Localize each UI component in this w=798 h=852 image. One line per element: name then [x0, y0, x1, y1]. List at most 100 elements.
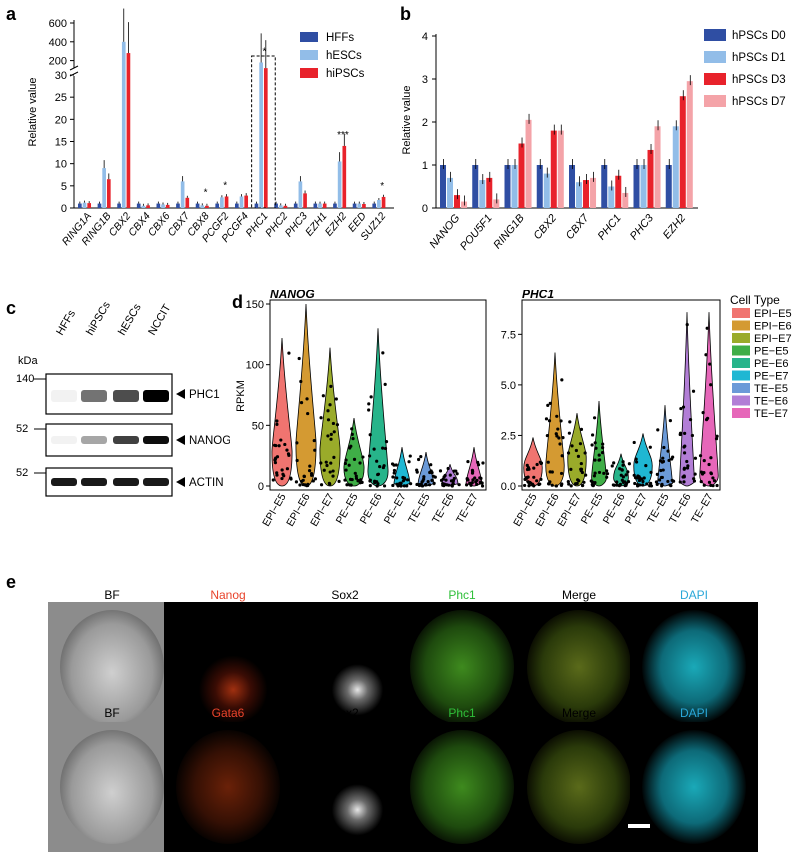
- data-point: [660, 484, 664, 488]
- data-point: [391, 475, 395, 479]
- data-point: [655, 482, 659, 486]
- data-point: [422, 477, 426, 481]
- micrograph-merge: [515, 722, 643, 852]
- data-point: [313, 477, 318, 481]
- data-point: [539, 461, 543, 466]
- data-point: [544, 417, 549, 421]
- data-point: [592, 474, 597, 478]
- data-point: [532, 466, 536, 470]
- data-point: [621, 460, 625, 464]
- bar: [333, 203, 337, 208]
- bar: [87, 203, 92, 208]
- data-point: [274, 443, 278, 448]
- data-point: [325, 463, 329, 468]
- blot-unit-label: kDa: [18, 355, 38, 367]
- data-point: [582, 480, 586, 484]
- data-point: [605, 472, 610, 476]
- violin-shape: [545, 352, 565, 487]
- data-point: [298, 483, 302, 487]
- data-point: [679, 406, 683, 411]
- legend-label: hiPSCs: [326, 68, 365, 80]
- data-point: [465, 477, 469, 482]
- embryo-image: [293, 730, 397, 844]
- y-tick-label: 0: [61, 203, 67, 215]
- data-point: [348, 477, 353, 481]
- bar: [686, 81, 693, 208]
- data-point: [390, 462, 395, 466]
- data-point: [634, 457, 638, 461]
- blot-marker-label: 52: [16, 423, 28, 435]
- data-point: [376, 472, 381, 476]
- bar: [550, 130, 557, 208]
- blot-band: [51, 436, 77, 444]
- legend-label: TE−E5: [754, 383, 788, 395]
- micrograph-merge: [515, 602, 643, 732]
- data-point: [559, 471, 564, 476]
- data-point: [367, 408, 371, 412]
- data-point: [343, 461, 348, 466]
- bar: [263, 68, 268, 209]
- data-point: [578, 442, 583, 446]
- legend-swatch: [704, 51, 726, 63]
- data-point: [448, 473, 452, 477]
- data-point: [326, 434, 330, 438]
- embryo-image: [176, 610, 280, 724]
- bar: [78, 203, 82, 208]
- x-tick-label: CBX7: [564, 212, 592, 242]
- x-tick-label: PHC3: [628, 212, 657, 243]
- bar: [440, 165, 447, 208]
- bar: [601, 165, 608, 208]
- legend-label: hPSCs D7: [732, 96, 786, 108]
- data-point: [326, 418, 331, 422]
- data-point: [285, 448, 289, 452]
- embryo-image: [410, 730, 514, 844]
- y-tick-label: 3: [422, 74, 428, 86]
- x-tick-label: EZH2: [323, 210, 350, 238]
- bar: [102, 168, 106, 208]
- y-tick-label: 5.0: [501, 380, 516, 392]
- bar: [679, 96, 686, 208]
- embryo-image: [293, 610, 397, 724]
- data-point: [561, 436, 565, 440]
- data-point: [306, 482, 310, 486]
- bar: [180, 181, 185, 208]
- channel-label-sox2: Sox2: [331, 588, 359, 602]
- bar: [362, 204, 366, 208]
- y-tick-label: 0: [258, 481, 264, 493]
- data-point: [709, 383, 713, 387]
- data-point: [329, 461, 333, 465]
- data-point: [667, 458, 671, 463]
- data-point: [602, 471, 606, 475]
- data-point: [699, 470, 704, 474]
- violin-shape: [699, 312, 719, 487]
- data-point: [548, 401, 552, 405]
- bar: [126, 53, 131, 208]
- significance-mark: *: [380, 181, 384, 192]
- data-point: [289, 476, 293, 480]
- panel-letter-a: a: [6, 4, 17, 24]
- data-point: [396, 484, 400, 488]
- data-point: [714, 437, 719, 441]
- x-tick-label: PE−E7: [382, 491, 409, 526]
- data-point: [546, 403, 550, 407]
- x-tick-label: RING1B: [491, 212, 527, 251]
- data-point: [657, 478, 662, 482]
- bar: [557, 130, 564, 208]
- embryo-image: [527, 730, 631, 844]
- bar: [536, 165, 543, 208]
- data-point: [601, 446, 605, 450]
- data-point: [556, 427, 560, 431]
- data-point: [322, 468, 326, 472]
- data-point: [527, 484, 531, 488]
- y-tick-label: 200: [49, 56, 67, 68]
- micrograph-sox2: [281, 722, 409, 852]
- bar: [298, 181, 303, 208]
- data-point: [699, 480, 703, 484]
- bar: [161, 204, 165, 208]
- data-point: [591, 483, 596, 487]
- y-tick-label: 25: [55, 92, 67, 104]
- bar: [220, 197, 224, 208]
- data-point: [381, 351, 385, 355]
- data-point: [618, 467, 622, 471]
- bar: [622, 192, 629, 208]
